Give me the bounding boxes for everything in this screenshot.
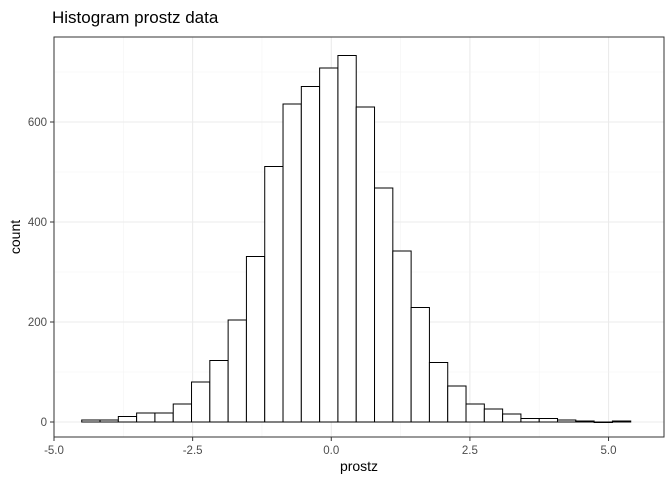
x-tick-label: -5.0 [44,445,64,457]
histogram-bar [154,412,174,423]
histogram-bars [81,55,632,423]
histogram-bar [209,360,229,423]
histogram-bar [191,381,211,423]
histogram-bar [428,362,449,423]
histogram-bar [172,403,193,423]
y-tick-label: 600 [28,117,47,129]
y-tick-label: 400 [28,217,47,229]
histogram-bar [264,166,284,423]
plot-panel-border [53,36,665,438]
histogram-bar [447,385,467,423]
histogram-bar [538,418,559,423]
histogram-bar [557,419,577,423]
histogram-bar [136,412,156,423]
histogram-bar [319,67,339,423]
x-tick-label: 0.0 [323,445,339,457]
histogram-bar [374,187,394,423]
histogram-bar [465,403,485,423]
histogram-bar [117,416,138,423]
histogram-bar [520,418,540,423]
histogram-bar [282,103,302,423]
histogram-bar [410,307,430,423]
x-axis-title: prostz [340,458,378,474]
axis-tick-labels: -5.0 -2.5 0.0 2.5 5.0 0 200 400 600 [28,117,617,457]
histogram-bar [300,86,321,423]
histogram-bar [227,319,247,423]
histogram-bar [502,413,522,423]
x-tick-label: -2.5 [183,445,203,457]
y-tick-label: 200 [28,317,47,329]
chart-title: Histogram prostz data [52,8,219,27]
y-tick-label: 0 [41,417,47,429]
histogram-bar [483,408,504,423]
x-tick-label: 2.5 [462,445,478,457]
histogram-bar [611,420,632,423]
histogram-bar [355,106,376,423]
x-tick-label: 5.0 [601,445,617,457]
histogram-bar [337,55,357,423]
histogram-bar [245,256,266,423]
histogram-bar [593,421,613,423]
axis-ticks [50,121,610,441]
histogram-bar [575,420,595,423]
histogram-bar [99,419,119,423]
y-axis-title: count [7,220,23,254]
histogram-bar [81,419,101,423]
histogram-bar [392,250,412,423]
